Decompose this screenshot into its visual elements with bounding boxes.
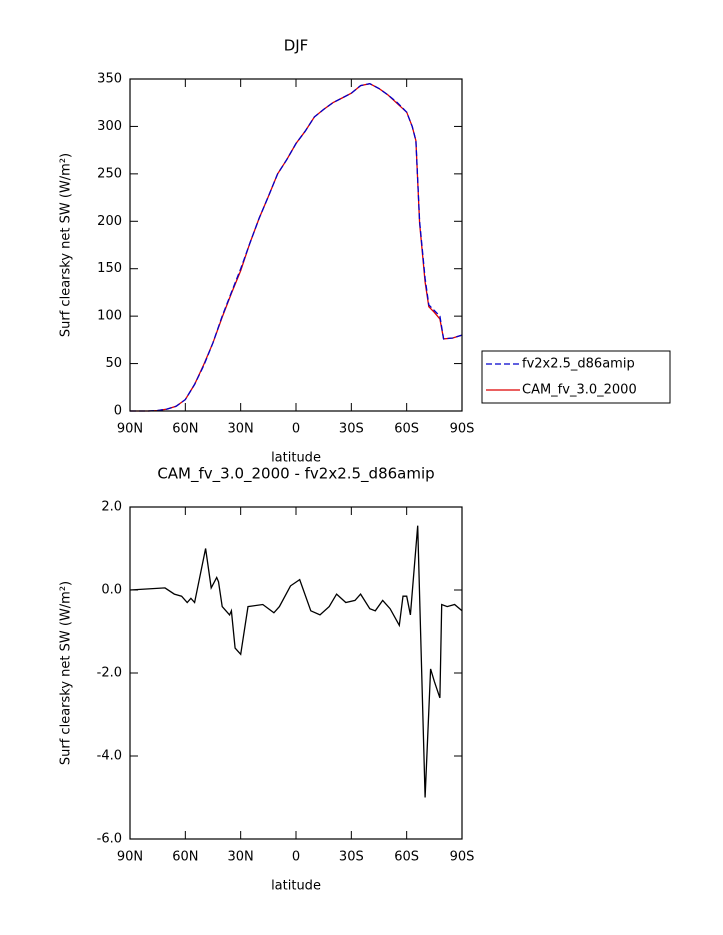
plot-frame xyxy=(129,78,463,412)
y-tick-label: 350 xyxy=(97,72,122,87)
y-axis-label: Surf clearsky net SW (W/m²) xyxy=(59,153,74,337)
x-tick-label: 60N xyxy=(172,422,198,437)
chart-title: DJF xyxy=(284,37,309,55)
y-tick-label: 2.0 xyxy=(101,500,122,515)
x-tick-label: 30N xyxy=(228,422,254,437)
plot-frame xyxy=(129,506,463,840)
legend-label: fv2x2.5_d86amip xyxy=(522,357,635,372)
x-tick-label: 30S xyxy=(339,850,364,865)
y-tick-label: 250 xyxy=(97,166,122,181)
x-axis-label: latitude xyxy=(271,451,321,466)
y-axis-label: Surf clearsky net SW (W/m²) xyxy=(59,581,74,765)
x-axis-label: latitude xyxy=(271,879,321,894)
x-tick-label: 30S xyxy=(339,422,364,437)
y-tick-label: -2.0 xyxy=(97,666,122,681)
x-tick-label: 90N xyxy=(117,850,143,865)
y-tick-label: 0.0 xyxy=(101,583,122,598)
y-tick-label: 150 xyxy=(97,261,122,276)
y-tick-label: 50 xyxy=(105,356,122,371)
series-line xyxy=(129,525,463,798)
x-tick-label: 60N xyxy=(172,850,198,865)
series-line xyxy=(130,83,463,412)
y-tick-label: -4.0 xyxy=(97,749,122,764)
x-tick-label: 0 xyxy=(292,850,300,865)
series-line xyxy=(130,83,463,412)
x-tick-label: 30N xyxy=(228,850,254,865)
x-tick-label: 60S xyxy=(394,422,419,437)
y-tick-label: -6.0 xyxy=(97,832,122,847)
x-tick-label: 0 xyxy=(292,422,300,437)
legend-label: CAM_fv_3.0_2000 xyxy=(522,383,637,398)
x-tick-label: 90N xyxy=(117,422,143,437)
legend-box xyxy=(481,350,671,404)
x-tick-label: 90S xyxy=(450,850,475,865)
y-tick-label: 100 xyxy=(97,309,122,324)
chart-title: CAM_fv_3.0_2000 - fv2x2.5_d86amip xyxy=(157,465,434,484)
x-tick-label: 60S xyxy=(394,850,419,865)
x-tick-label: 90S xyxy=(450,422,475,437)
y-tick-label: 300 xyxy=(97,119,122,134)
y-tick-label: 200 xyxy=(97,214,122,229)
y-tick-label: 0 xyxy=(114,404,122,419)
